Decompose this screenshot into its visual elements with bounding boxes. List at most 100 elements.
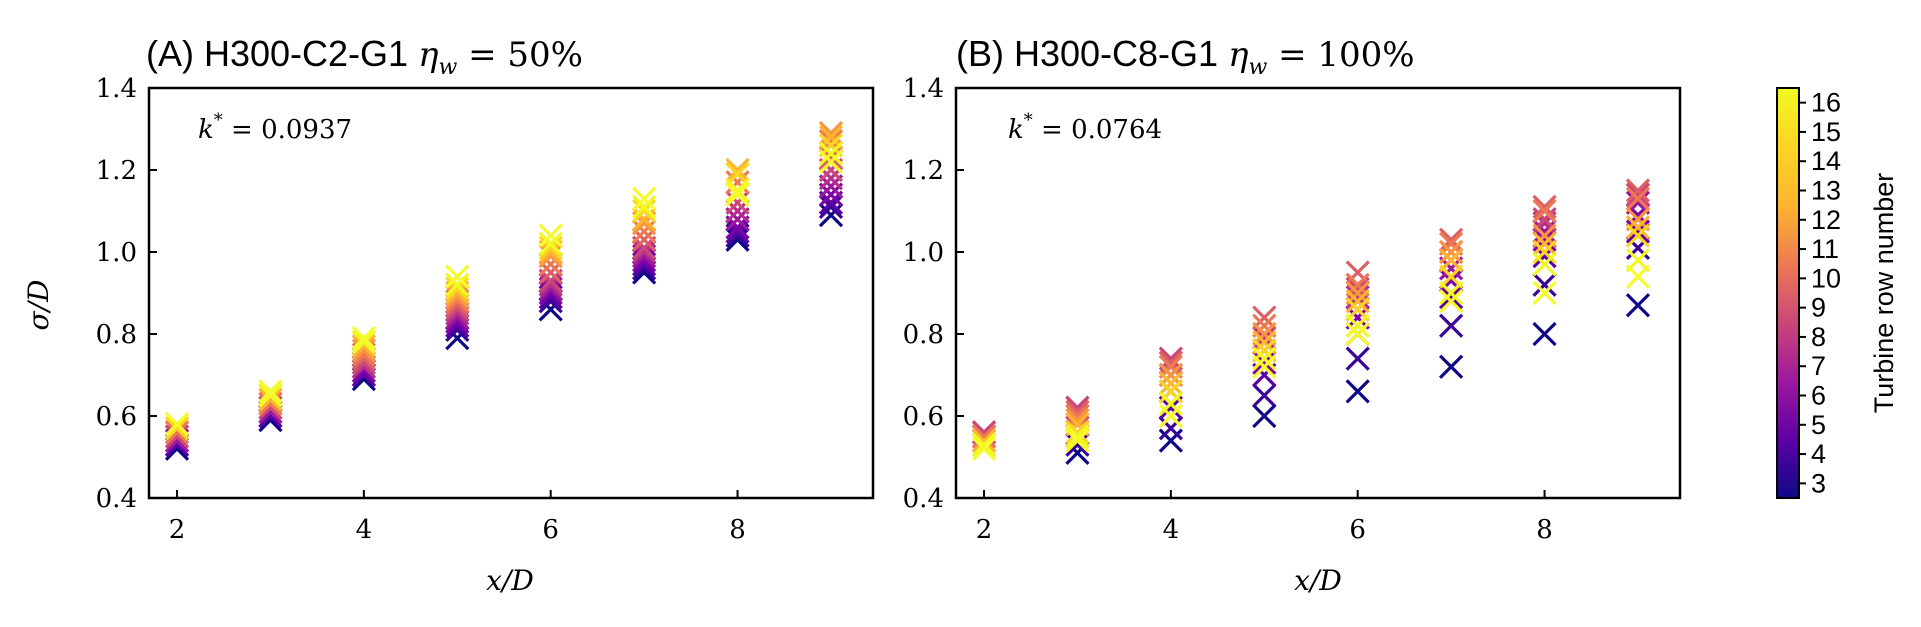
data-point-row-10 [1625,178,1651,203]
data-point-row-11 [631,219,657,244]
panel-a-annotation: k* = 0.0937 [198,110,352,145]
data-point-row-6 [538,280,563,306]
colorbar-label: Turbine row number [1869,173,1899,414]
data-point-row-14 [445,276,470,302]
data-point-row-13 [1345,289,1370,314]
y-tick-label: 1.0 [903,238,944,268]
y-tick-label: 0.4 [96,484,137,514]
data-point-row-10 [1345,260,1370,285]
data-point-row-16 [1532,280,1557,306]
data-point-row-6 [1438,268,1464,293]
data-point-row-10 [1158,350,1183,375]
data-point-row-15 [1438,280,1464,306]
colorbar-tick-label: 11 [1811,234,1839,264]
data-point-row-3 [818,202,844,228]
data-point-row-13 [631,207,657,232]
data-point-row-15 [258,383,283,408]
data-point-row-14 [538,235,563,261]
data-point-row-3 [725,227,750,252]
data-point-row-6 [631,248,657,273]
panel-b-xlabel: x/D [1294,564,1342,597]
x-tick-label: 4 [1163,515,1180,545]
data-point-row-13 [351,334,376,359]
y-tick-label: 0.6 [903,402,944,432]
data-point-row-15 [351,330,376,355]
x-tick-label: 8 [729,515,746,545]
data-point-row-4 [1252,383,1277,408]
panel-b-plot-area: 2 4 6 8 0.4 0.6 0.8 1.0 1.2 1.4 [903,74,1682,545]
colorbar-tick-label: 16 [1811,88,1841,118]
data-point-row-16 [258,379,283,404]
data-point-row-12 [1438,239,1464,265]
data-point-row-15 [445,272,470,297]
data-point-row-16 [1345,321,1370,347]
colorbar-tick-label: 15 [1811,117,1841,147]
data-point-row-15 [818,141,844,166]
data-point-row-12 [538,243,563,269]
panel-b-annotation: k* = 0.0764 [1008,110,1162,145]
data-point-row-15 [631,194,657,220]
data-point-row-16 [445,264,470,289]
colorbar-tick-label: 9 [1811,293,1826,323]
data-point-row-8 [1345,284,1370,310]
y-tick-label: 0.8 [96,320,137,350]
data-point-row-14 [1065,420,1090,445]
data-point-row-11 [1532,198,1557,224]
x-tick-label: 8 [1536,515,1553,545]
data-point-row-16 [818,149,844,174]
data-point-row-15 [1252,346,1277,371]
data-point-row-16 [1252,354,1277,379]
data-point-row-16 [1158,403,1183,429]
data-point-row-16 [631,186,657,211]
data-point-row-12 [351,338,376,363]
data-point-row-9 [1625,182,1651,207]
panel-b-title: (B) H300-C8-G1 ηw = 100% [956,33,1415,80]
panel-a-title: (A) H300-C2-G1 ηw = 50% [146,33,583,80]
y-tick-label: 1.0 [96,238,137,268]
panel-a-plot-area: 2 4 6 8 0.4 0.6 0.8 1.0 1.2 1.4 [96,74,875,545]
data-point-row-16 [164,412,190,437]
x-tick-label: 2 [976,515,993,545]
panel-a-ylabel: σ/D [22,280,55,331]
data-point-row-3 [1252,403,1277,429]
data-point-row-16 [725,182,750,207]
data-point-row-14 [1158,379,1183,404]
data-point-row-5 [725,219,750,244]
data-point-row-11 [258,391,283,416]
data-point-row-14 [164,416,190,441]
data-point-row-11 [818,129,844,154]
colorbar-tick-label: 4 [1811,439,1826,469]
data-point-row-3 [1158,428,1183,453]
colorbar-tick-label: 3 [1811,468,1826,498]
colorbar-tick-label: 10 [1811,263,1841,293]
colorbar-tick-label: 8 [1811,322,1826,352]
data-point-row-10 [1438,227,1464,252]
y-tick-label: 1.4 [96,74,137,104]
data-point-row-15 [971,432,997,457]
data-point-row-13 [1625,215,1651,240]
y-tick-label: 1.2 [903,156,944,186]
y-tick-label: 1.2 [96,156,137,186]
data-point-row-3 [1345,379,1370,404]
colorbar-tick-label: 7 [1811,351,1826,381]
y-tick-label: 0.6 [96,402,137,432]
colorbar-gradient [1776,87,1800,499]
data-point-row-13 [1158,371,1183,396]
data-point-row-13 [1532,231,1557,256]
data-point-row-4 [1532,272,1557,297]
data-point-row-15 [1158,391,1183,416]
data-point-row-4 [1158,416,1183,441]
data-point-row-11 [971,424,997,449]
y-tick-label: 0.4 [903,484,944,514]
data-point-row-12 [445,284,470,310]
data-point-row-15 [1532,252,1557,277]
data-point-row-6 [1252,350,1277,375]
data-point-row-15 [1345,313,1370,338]
data-point-row-15 [1065,424,1090,449]
data-point-row-4 [1345,346,1370,371]
data-point-row-11 [725,170,750,195]
x-tick-label: 6 [542,515,559,545]
data-point-row-12 [818,120,844,146]
data-point-row-10 [1065,399,1090,425]
